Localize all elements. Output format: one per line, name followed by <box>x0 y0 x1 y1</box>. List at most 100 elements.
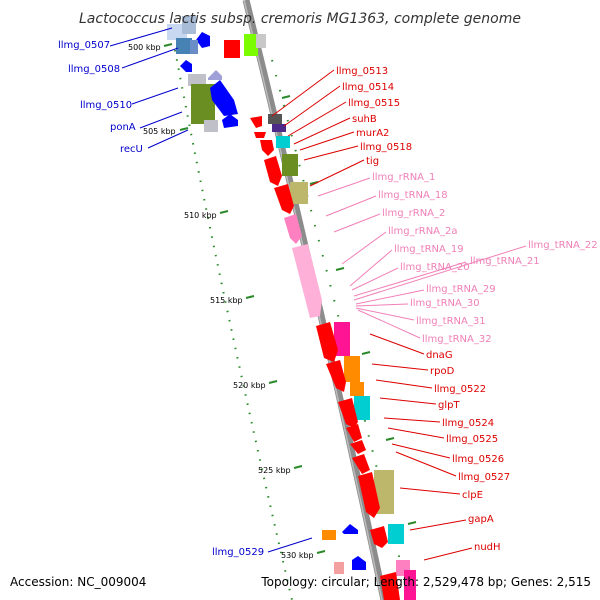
gene-label[interactable]: llmg_rRNA_2a <box>388 226 458 237</box>
gene-label[interactable]: llmg_tRNA_29 <box>426 284 496 295</box>
gene-label[interactable]: llmg_tRNA_19 <box>394 244 464 255</box>
gene-label[interactable]: llmg_0508 <box>68 64 120 75</box>
gene-label[interactable]: llmg_tRNA_30 <box>410 298 480 309</box>
gene-label[interactable]: llmg_rRNA_2 <box>382 208 445 219</box>
gene-arrow <box>274 184 294 214</box>
rna-block <box>292 244 322 318</box>
gene-label[interactable]: llmg_tRNA_20 <box>400 262 470 273</box>
gene-label[interactable]: suhB <box>352 114 377 125</box>
gene-block <box>244 34 258 56</box>
tick-label: 520 kbp <box>233 381 266 390</box>
gene-label[interactable]: llmg_rRNA_1 <box>372 172 435 183</box>
gene-label[interactable]: llmg_0527 <box>458 472 510 483</box>
gene-block <box>182 16 196 34</box>
reverse-gene-labels: llmg_0507 llmg_0508 llmg_0510 ponA recU … <box>58 40 264 558</box>
gene-arrow <box>222 114 238 128</box>
gene-label[interactable]: glpT <box>438 400 460 411</box>
gene-label[interactable]: dnaG <box>426 350 453 361</box>
gene-arrow <box>210 80 238 116</box>
gene-block <box>354 396 370 420</box>
gene-arrow <box>380 572 400 600</box>
gene-block <box>224 40 240 58</box>
gene-arrow <box>352 556 366 570</box>
gene-block <box>388 524 404 544</box>
label-leaders <box>109 27 527 561</box>
gene-arrow <box>250 116 262 128</box>
gene-label[interactable]: llmg_tRNA_21 <box>470 256 540 267</box>
gene-block <box>322 530 336 540</box>
gene-block <box>176 38 192 54</box>
gene-label[interactable]: llmg_0526 <box>452 454 504 465</box>
gene-arrow <box>208 70 222 80</box>
rna-arrow <box>284 214 302 244</box>
gene-label[interactable]: llmg_0510 <box>80 100 132 111</box>
gene-arrow <box>264 156 282 186</box>
gene-label[interactable]: llmg_0522 <box>434 384 486 395</box>
gene-label[interactable]: llmg_0529 <box>212 547 264 558</box>
tick-label: 515 kbp <box>210 296 243 305</box>
gene-arrow <box>342 524 358 534</box>
gene-arrow <box>370 526 388 548</box>
rna-gene-labels: llmg_rRNA_1 llmg_tRNA_18 llmg_rRNA_2 llm… <box>372 172 598 345</box>
gene-label[interactable]: llmg_0514 <box>342 82 394 93</box>
gene-arrow <box>358 472 380 518</box>
gene-block <box>404 570 416 600</box>
gene-arrow <box>316 322 338 362</box>
tick-mark <box>245 295 255 299</box>
tick-label: 510 kbp <box>184 211 217 220</box>
gene-block <box>204 120 218 132</box>
gene-arrow <box>326 360 346 392</box>
gene-label[interactable]: recU <box>120 144 143 155</box>
tick-mark <box>316 550 326 554</box>
gene-label[interactable]: llmg_tRNA_32 <box>422 334 492 345</box>
gene-block <box>334 322 350 356</box>
forward-strand-genes <box>224 34 416 600</box>
gene-label[interactable]: llmg_0524 <box>442 418 494 429</box>
map-title: Lactococcus lactis subsp. cremoris MG136… <box>79 11 521 27</box>
gene-label[interactable]: clpE <box>462 490 483 501</box>
gene-block <box>276 136 290 148</box>
tick-mark <box>179 127 189 131</box>
gene-label[interactable]: llmg_0507 <box>58 40 110 51</box>
tick-label: 530 kbp <box>281 551 314 560</box>
gene-arrow <box>180 60 192 72</box>
tick-mark <box>268 380 278 384</box>
gene-label[interactable]: nudH <box>474 542 501 553</box>
gene-label[interactable]: murA2 <box>356 128 389 139</box>
gene-arrow <box>346 424 362 442</box>
gene-block <box>290 182 308 204</box>
gene-arrow <box>352 454 370 474</box>
gene-block <box>190 40 198 54</box>
gene-block <box>268 114 282 124</box>
gene-label[interactable]: llmg_0513 <box>336 66 388 77</box>
accession-text: Accession: NC_009004 <box>10 575 146 589</box>
tick-label: 500 kbp <box>128 43 161 52</box>
gene-label[interactable]: llmg_0518 <box>360 142 412 153</box>
gene-label[interactable]: gapA <box>468 514 494 525</box>
gene-block <box>344 356 360 382</box>
gene-arrow <box>350 440 366 454</box>
gene-label[interactable]: tig <box>366 156 379 167</box>
gene-block <box>256 34 266 48</box>
gene-label[interactable]: rpoD <box>430 366 455 377</box>
gene-label[interactable]: llmg_0515 <box>348 98 400 109</box>
tick-label: 505 kbp <box>143 127 176 136</box>
gene-block <box>374 470 394 514</box>
gene-label[interactable]: llmg_tRNA_31 <box>416 316 486 327</box>
tick-label: 525 kbp <box>258 466 291 475</box>
gene-label[interactable]: llmg_0525 <box>446 434 498 445</box>
tick-mark <box>163 43 173 47</box>
gene-label[interactable]: llmg_tRNA_22 <box>528 240 598 251</box>
gene-block <box>188 74 206 86</box>
gene-block <box>334 562 344 574</box>
gene-label[interactable]: ponA <box>110 122 136 133</box>
gene-arrow <box>196 32 210 48</box>
gene-block <box>272 124 286 132</box>
genome-summary-text: Topology: circular; Length: 2,529,478 bp… <box>260 575 591 589</box>
gene-arrow <box>338 398 358 428</box>
scale-ticks: 500 kbp 505 kbp 510 kbp 515 kbp 520 kbp … <box>128 43 326 560</box>
gene-arrow <box>254 132 266 138</box>
tick-mark <box>293 465 303 469</box>
gene-label[interactable]: llmg_tRNA_18 <box>378 190 448 201</box>
